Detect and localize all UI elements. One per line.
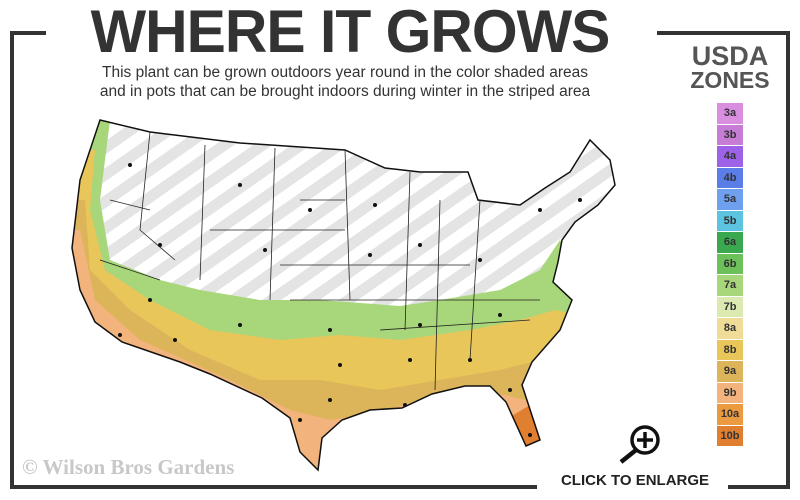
city-dots [118, 163, 582, 437]
legend-zone-3b: 3b [717, 124, 743, 145]
subtitle-line-1: This plant can be grown outdoors year ro… [102, 64, 588, 81]
copyright-watermark: © Wilson Bros Gardens [22, 455, 235, 479]
legend-zone-10b: 10b [717, 425, 743, 446]
legend-zone-8b: 8b [717, 339, 743, 360]
click-to-enlarge-button[interactable]: CLICK TO ENLARGE [560, 472, 710, 489]
legend-title-line-1: USDA [691, 41, 769, 71]
legend-zone-5b: 5b [717, 210, 743, 231]
frame-top-right [657, 31, 790, 35]
legend-zone-7a: 7a [717, 275, 743, 296]
zone-legend: 3a 3b 4a 4b 5a 5b 6a 6b 7a 7b 8a 8b 9a 9b 10a 10b [717, 103, 743, 447]
legend-zone-7b: 7b [717, 296, 743, 317]
frame-top-left [10, 31, 46, 35]
frame-bottom-left [10, 485, 537, 489]
legend-title: USDA ZONES [672, 41, 788, 93]
frame-left [10, 31, 14, 489]
subtitle-line-2: and in pots that can be brought indoors … [99, 83, 591, 100]
frame-right [786, 31, 790, 489]
legend-zone-9a: 9a [717, 361, 743, 382]
legend-zone-10a: 10a [717, 404, 743, 425]
state-borders [99, 131, 540, 391]
legend-zone-6b: 6b [717, 253, 743, 274]
legend-zone-4a: 4a [717, 146, 743, 167]
legend-zone-3a: 3a [717, 103, 743, 124]
legend-zone-9b: 9b [717, 382, 743, 403]
legend-title-line-2: ZONES [690, 67, 770, 93]
zoom-in-magnifier-icon[interactable] [618, 424, 664, 464]
legend-zone-6a: 6a [717, 232, 743, 253]
legend-zone-8a: 8a [717, 318, 743, 339]
frame-bottom-right [728, 485, 790, 489]
page-title: WHERE IT GROWS [90, 0, 611, 65]
legend-zone-5a: 5a [717, 189, 743, 210]
legend-zone-4b: 4b [717, 167, 743, 188]
